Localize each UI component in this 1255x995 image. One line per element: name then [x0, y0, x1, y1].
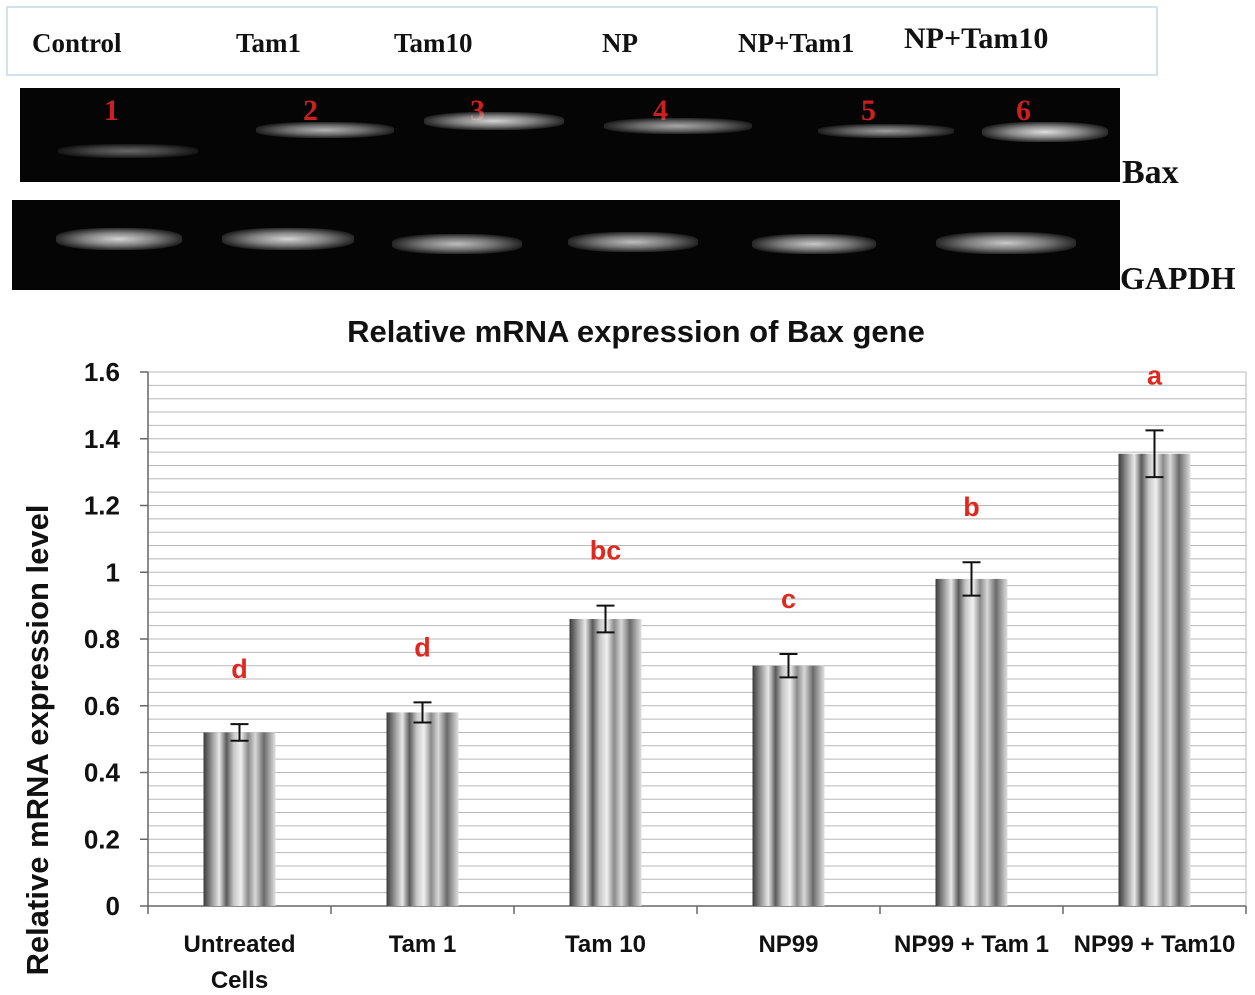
gridlines	[148, 371, 1247, 906]
significance-label: b	[963, 492, 980, 522]
lane-header-control: Control	[32, 28, 122, 58]
y-axis-label: Relative mRNA expression level	[20, 505, 55, 976]
bar	[386, 712, 459, 906]
lane-header-tam10: Tam10	[394, 28, 473, 58]
significance-label: d	[231, 654, 248, 684]
bax-gel-image: 1 2 3 4 5 6	[20, 88, 1120, 182]
x-tick-label: NP99 + Tam 1	[894, 931, 1049, 958]
chart-title: Relative mRNA expression of Bax gene	[347, 314, 925, 349]
bax-expression-chart: Relative mRNA expression of Bax gene Rel…	[20, 314, 1247, 994]
lane-header: Control Tam1 Tam10 NP NP+Tam1 NP+Tam10	[6, 6, 1158, 76]
bax-band	[58, 144, 198, 158]
x-tick-label: Untreated	[183, 931, 295, 958]
gapdh-gel-image	[12, 200, 1120, 290]
gapdh-band	[222, 228, 354, 250]
lane-header-np-tam10: NP+Tam10	[904, 22, 1049, 55]
x-tick-label: Tam 10	[565, 931, 646, 958]
y-tick-label: 1.4	[84, 424, 121, 454]
axes	[140, 371, 1247, 914]
x-tick-label: Cells	[211, 967, 268, 994]
bax-band	[604, 118, 752, 134]
lane-header-np-tam1: NP+Tam1	[738, 28, 855, 58]
lane-number: 1	[104, 94, 119, 127]
bars	[203, 429, 1191, 906]
gapdh-band	[568, 232, 698, 252]
bar	[935, 578, 1008, 906]
y-tick-label: 0.4	[84, 758, 121, 788]
bax-band	[424, 112, 564, 130]
x-tick-label: NP99 + Tam10	[1074, 931, 1236, 958]
bax-band	[982, 122, 1108, 142]
bar	[569, 618, 642, 906]
bar	[752, 665, 825, 906]
lane-header-np: NP	[602, 28, 638, 58]
lane-header-tam1: Tam1	[236, 28, 302, 58]
y-tick-label: 1.6	[84, 357, 120, 387]
y-tick-label: 0.6	[84, 691, 120, 721]
significance-label: a	[1147, 360, 1163, 390]
lane-number: 2	[303, 94, 318, 127]
gapdh-band	[752, 234, 876, 254]
x-tick-label: NP99	[758, 931, 818, 958]
significance-label: d	[414, 632, 431, 662]
y-tick-label: 1	[106, 557, 120, 587]
gapdh-band	[392, 234, 522, 254]
bax-band	[818, 124, 954, 138]
y-tick-label: 0.2	[84, 824, 120, 854]
x-tick-label: Tam 1	[389, 931, 457, 958]
gapdh-band	[936, 232, 1076, 254]
y-tick-label: 0.8	[84, 624, 120, 654]
significance-label: c	[781, 584, 796, 614]
bar	[1118, 453, 1191, 906]
gapdh-label: GAPDH	[1120, 260, 1236, 296]
bar	[203, 732, 276, 906]
lane-number: 6	[1016, 94, 1031, 127]
y-tick-label: 0	[106, 891, 120, 921]
labels: 0 0.2 0.4 0.6 0.8 1 1.2 1.4 1.6 d Untreated Cells d T…	[84, 357, 1235, 994]
y-tick-label: 1.2	[84, 491, 120, 521]
bax-label: Bax	[1122, 154, 1179, 191]
gapdh-band	[56, 228, 182, 250]
bax-band	[256, 122, 394, 138]
significance-label: bc	[590, 536, 622, 566]
lane-number: 5	[861, 94, 876, 127]
